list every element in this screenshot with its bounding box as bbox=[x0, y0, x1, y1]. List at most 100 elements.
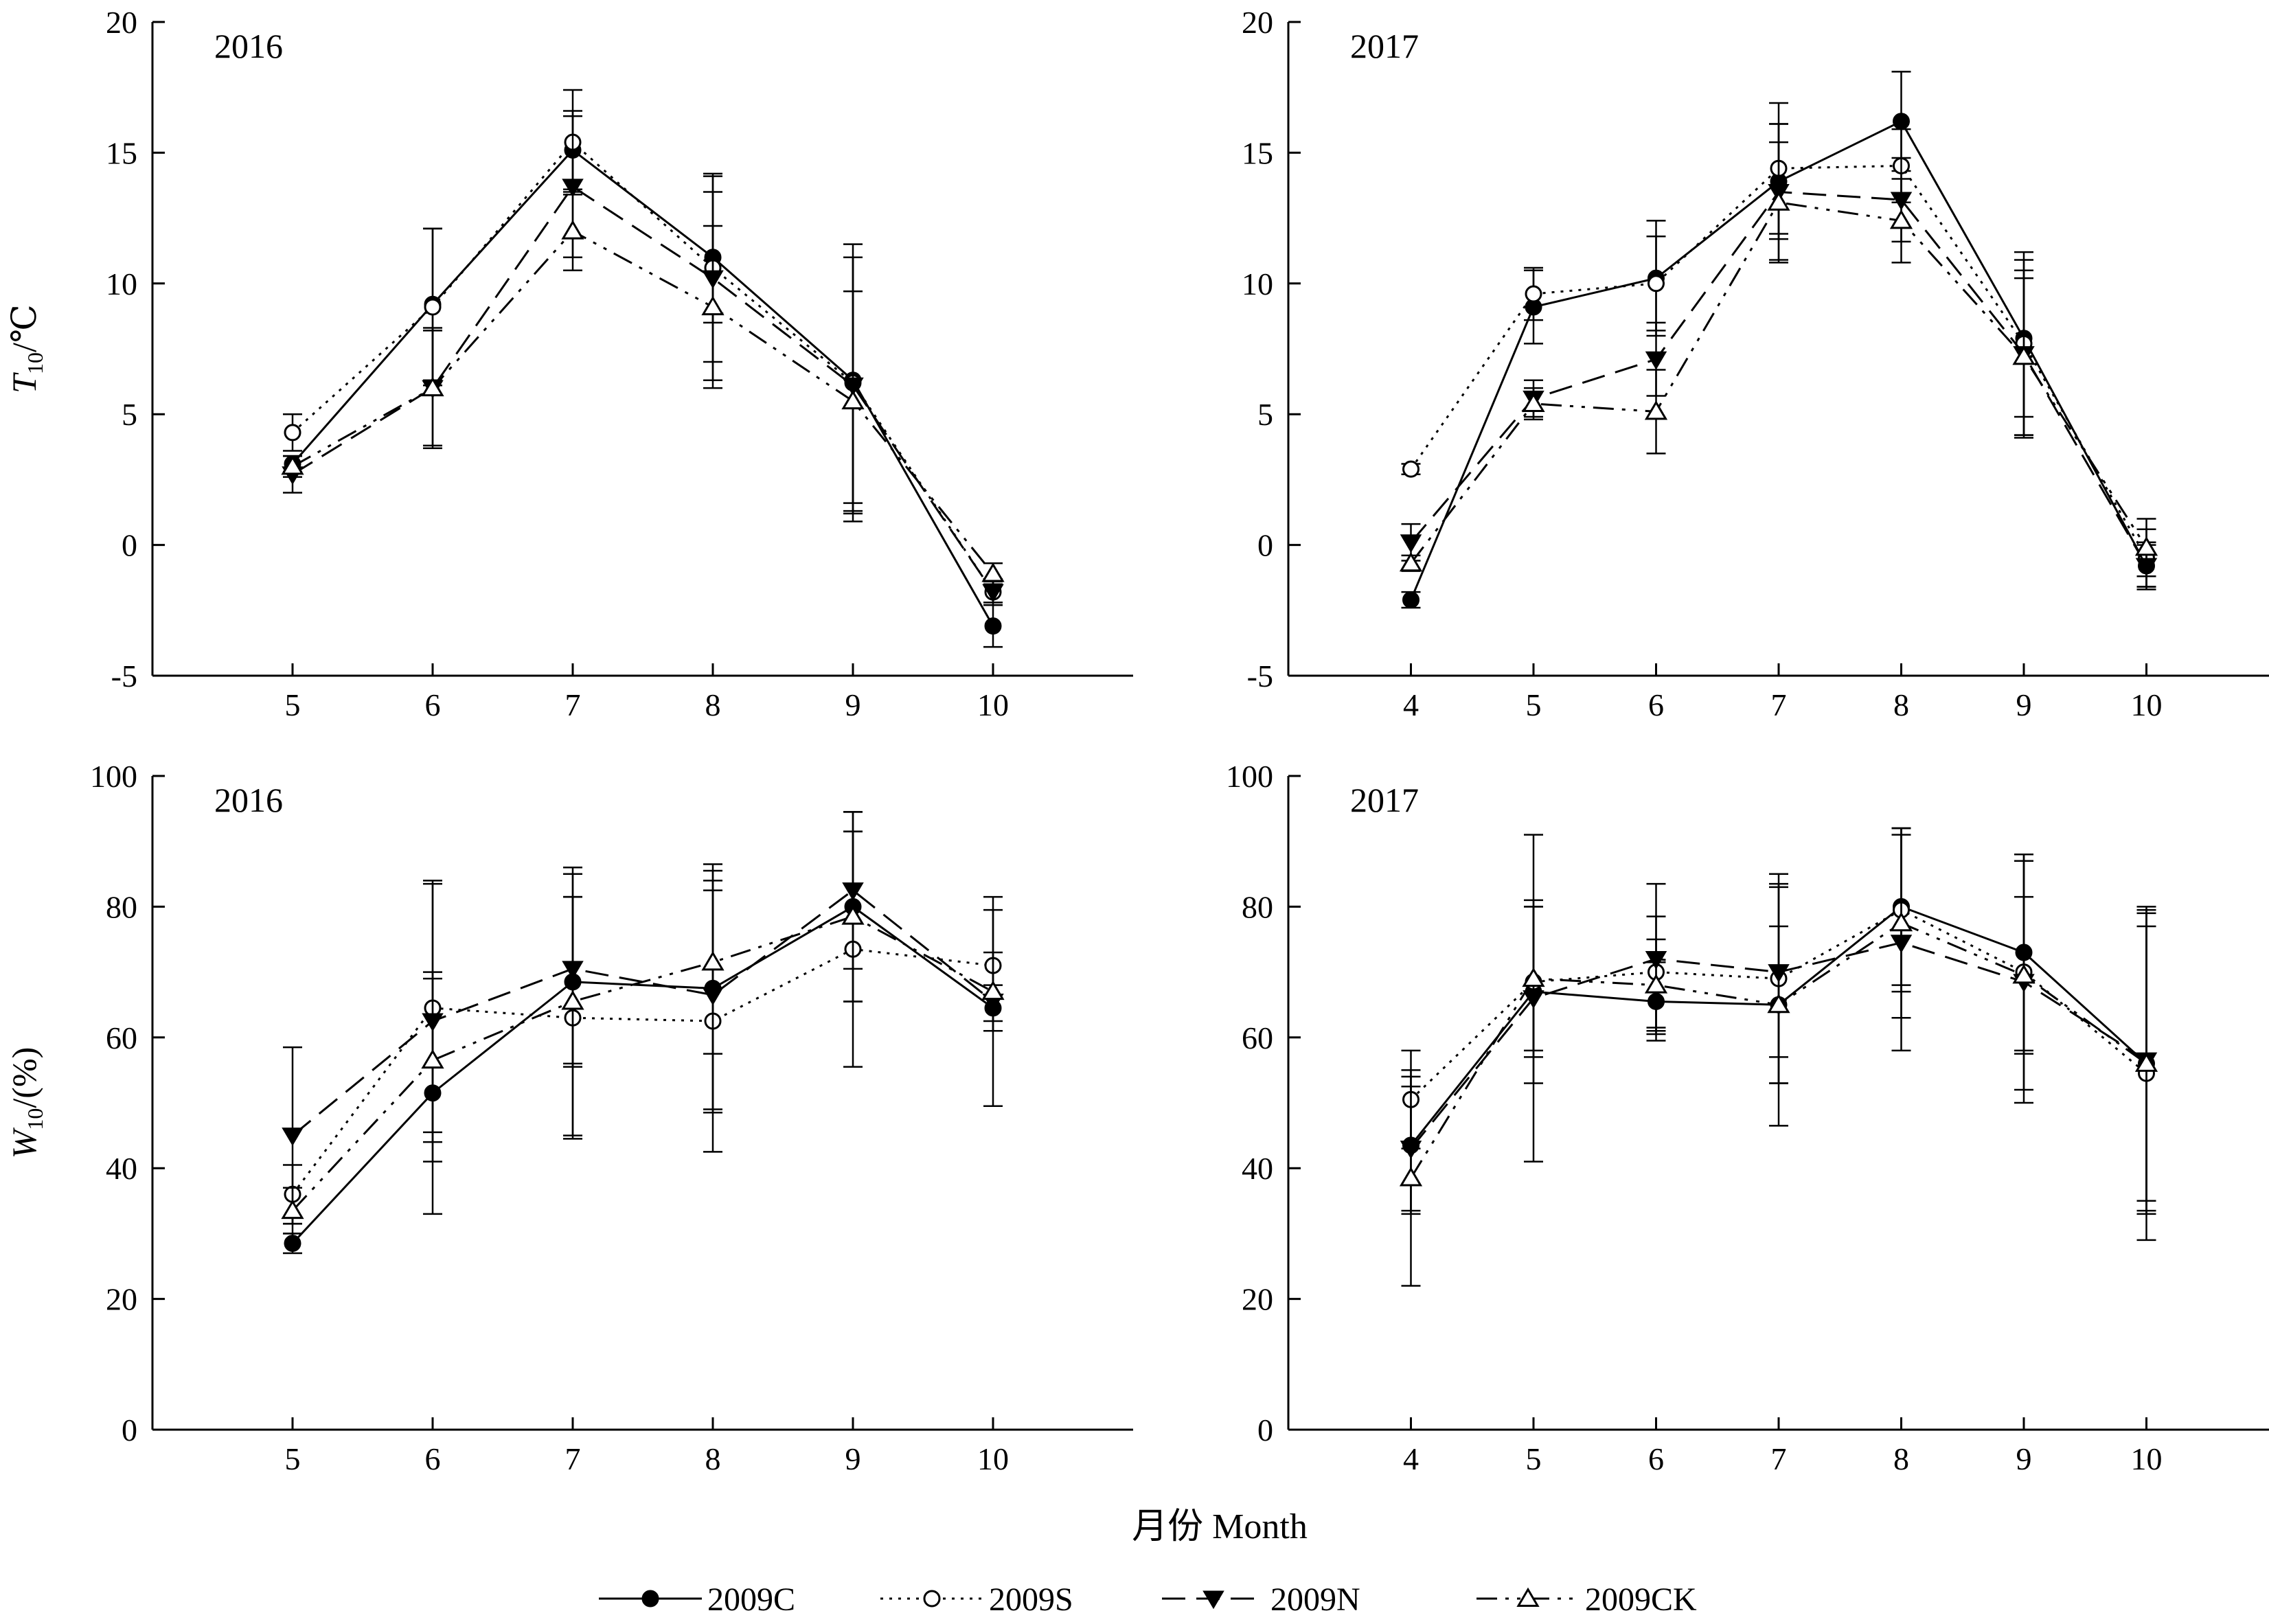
data-point bbox=[1399, 1167, 1423, 1187]
data-point bbox=[561, 990, 584, 1010]
series-line bbox=[291, 148, 994, 627]
legend-label: 2009CK bbox=[1585, 1581, 1697, 1618]
x-tick-label: 10 bbox=[977, 687, 1009, 722]
legend-marker bbox=[641, 1590, 659, 1608]
series-2009CK bbox=[281, 191, 1005, 585]
data-point bbox=[421, 376, 444, 397]
panel-4: 0 20 40 60 80 100 4 5 6 7 8 9 10 2017 bbox=[1226, 759, 2269, 1476]
data-point bbox=[561, 220, 584, 240]
y-axis-title: T10/℃ bbox=[5, 304, 47, 393]
y-tick-label: 15 bbox=[106, 135, 137, 170]
y-tick-label: 40 bbox=[106, 1151, 137, 1186]
x-tick-label: 4 bbox=[1403, 687, 1419, 722]
y-tick-label: 20 bbox=[1242, 1282, 1273, 1317]
x-tick-label: 7 bbox=[565, 1441, 581, 1476]
x-tick-label: 9 bbox=[2016, 687, 2032, 722]
data-point bbox=[701, 295, 725, 316]
series-2009CK bbox=[281, 830, 1005, 1235]
data-point bbox=[1402, 460, 1419, 478]
data-point bbox=[981, 980, 1005, 1000]
data-point bbox=[2012, 964, 2036, 984]
panel-2: -5 0 5 10 15 20 4 5 6 7 8 9 10 2017 bbox=[1242, 5, 2269, 722]
y-tick-label: 10 bbox=[1242, 266, 1273, 301]
series-2009S bbox=[283, 830, 1003, 1225]
x-tick-label: 10 bbox=[2131, 687, 2163, 722]
data-point bbox=[284, 424, 301, 442]
data-point bbox=[841, 389, 865, 410]
data-point bbox=[2134, 536, 2158, 556]
x-tick-label: 8 bbox=[705, 687, 721, 722]
legend-item-2009CK: 2009CK bbox=[1476, 1581, 1697, 1618]
y-axis-title-subscript: 10 bbox=[23, 1108, 47, 1130]
y-tick-label: 80 bbox=[106, 889, 137, 924]
legend-marker bbox=[923, 1590, 941, 1608]
x-tick-label: 6 bbox=[425, 1441, 441, 1476]
y-tick-label: 5 bbox=[122, 397, 137, 432]
x-tick-label: 9 bbox=[845, 1441, 861, 1476]
panel-year-label: 2017 bbox=[1350, 27, 1419, 65]
series-line bbox=[291, 905, 994, 1244]
data-point bbox=[984, 617, 1002, 635]
legend-marker bbox=[1202, 1590, 1224, 1610]
x-tick-label: 5 bbox=[285, 1441, 301, 1476]
legend-label: 2009S bbox=[989, 1581, 1073, 1618]
y-axis-title-suffix: /℃ bbox=[5, 304, 43, 352]
y-tick-label: 0 bbox=[1257, 1413, 1273, 1448]
legend-label: 2009C bbox=[707, 1581, 795, 1618]
data-point bbox=[1644, 400, 1668, 420]
data-point bbox=[1767, 191, 1790, 211]
y-axis-title-subscript: 10 bbox=[23, 352, 47, 374]
x-tick-label: 8 bbox=[1893, 1441, 1909, 1476]
data-point bbox=[701, 951, 725, 971]
y-tick-label: 100 bbox=[1226, 759, 1273, 794]
y-tick-label: 20 bbox=[106, 5, 137, 40]
x-tick-label: 5 bbox=[1526, 687, 1542, 722]
y-tick-label: 80 bbox=[1242, 889, 1273, 924]
y-tick-label: 20 bbox=[106, 1282, 137, 1317]
panel-year-label: 2016 bbox=[214, 781, 283, 819]
y-axis-title-main: T bbox=[5, 372, 43, 393]
y-tick-label: 15 bbox=[1242, 135, 1273, 170]
y-axis-title: W10/(%) bbox=[5, 1047, 47, 1159]
x-tick-label: 7 bbox=[1771, 1441, 1787, 1476]
legend-item-2009C: 2009C bbox=[599, 1581, 795, 1618]
x-tick-label: 7 bbox=[565, 687, 581, 722]
x-tick-label: 6 bbox=[425, 687, 441, 722]
series-line bbox=[291, 915, 994, 1212]
data-point bbox=[1522, 967, 1545, 987]
data-point bbox=[424, 298, 442, 316]
series-line bbox=[292, 229, 994, 575]
data-point bbox=[1889, 209, 1913, 229]
y-tick-label: 0 bbox=[122, 1413, 137, 1448]
x-tick-label: 7 bbox=[1771, 687, 1787, 722]
y-tick-label: 60 bbox=[106, 1020, 137, 1055]
x-tick-label: 6 bbox=[1648, 1441, 1664, 1476]
data-point bbox=[281, 1199, 304, 1220]
legend-item-2009N: 2009N bbox=[1162, 1581, 1360, 1618]
x-tick-label: 4 bbox=[1403, 1441, 1419, 1476]
x-tick-label: 5 bbox=[1526, 1441, 1542, 1476]
data-point bbox=[1647, 275, 1665, 293]
data-point bbox=[562, 179, 584, 198]
data-point bbox=[1522, 392, 1545, 412]
series-line bbox=[292, 889, 994, 1136]
panel-year-label: 2017 bbox=[1350, 781, 1419, 819]
data-point bbox=[1645, 351, 1667, 370]
y-tick-label: 0 bbox=[122, 528, 137, 563]
x-tick-label: 10 bbox=[2131, 1441, 2163, 1476]
panel-year-label: 2016 bbox=[214, 27, 283, 65]
y-tick-label: 60 bbox=[1242, 1020, 1273, 1055]
data-point bbox=[2012, 345, 2036, 365]
legend-marker bbox=[1516, 1587, 1540, 1607]
series-2009CK bbox=[1399, 141, 2158, 577]
y-axis-title-suffix: /(%) bbox=[5, 1047, 43, 1108]
y-tick-label: 20 bbox=[1242, 5, 1273, 40]
data-point bbox=[1400, 534, 1422, 553]
data-point bbox=[1644, 974, 1668, 994]
legend-label: 2009N bbox=[1270, 1581, 1360, 1618]
series-2009CK bbox=[1399, 827, 2158, 1287]
y-tick-label: 40 bbox=[1242, 1151, 1273, 1186]
